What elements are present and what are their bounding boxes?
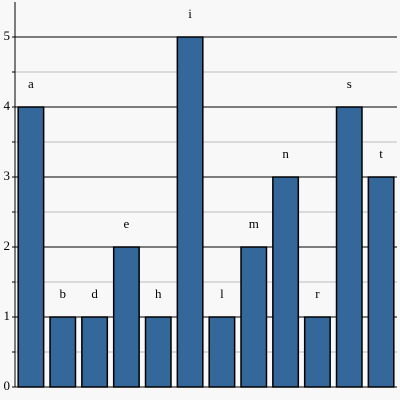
category-label: a	[28, 76, 34, 91]
category-label: b	[60, 286, 67, 301]
bar	[367, 176, 395, 388]
category-label: t	[379, 146, 383, 161]
y-tick-label: 4	[4, 98, 11, 113]
bar	[144, 316, 172, 388]
bar	[272, 176, 300, 388]
y-tick-label: 2	[4, 238, 11, 253]
bar	[112, 246, 140, 388]
category-label: l	[220, 286, 224, 301]
category-label: m	[249, 216, 259, 231]
y-tick-label: 3	[4, 168, 11, 183]
category-label: s	[347, 76, 352, 91]
bar	[49, 316, 77, 388]
bar	[81, 316, 109, 388]
category-label: h	[155, 286, 162, 301]
category-label: e	[124, 216, 130, 231]
category-label: n	[282, 146, 289, 161]
y-tick-label: 5	[4, 28, 11, 43]
bar	[335, 106, 363, 388]
category-label: r	[315, 286, 320, 301]
bar	[240, 246, 268, 388]
y-tick-label: 0	[4, 378, 11, 393]
y-tick-label: 1	[4, 308, 11, 323]
bar	[176, 36, 204, 388]
category-label: d	[91, 286, 98, 301]
bar	[208, 316, 236, 388]
bar	[303, 316, 331, 388]
category-label: i	[188, 6, 192, 21]
bar	[17, 106, 45, 388]
